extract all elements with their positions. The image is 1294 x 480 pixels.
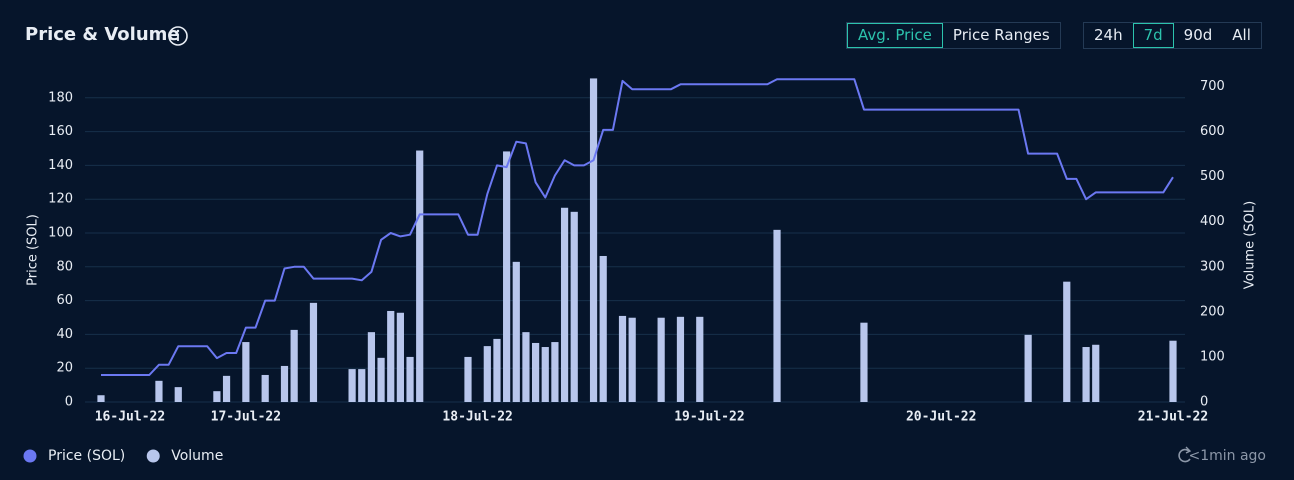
volume-bar <box>531 342 540 402</box>
volume-bar <box>1082 347 1090 402</box>
legend-label: Volume <box>171 448 223 464</box>
x-tick-label: 20-Jul-22 <box>906 410 976 425</box>
volume-bar <box>1024 334 1032 402</box>
volume-bar <box>416 150 424 402</box>
volume-bar <box>309 302 318 402</box>
x-tick-label: 21-Jul-22 <box>1138 410 1208 425</box>
volume-bar <box>676 316 685 402</box>
volume-bar <box>406 356 414 402</box>
toggle-button[interactable]: Avg. Price <box>847 23 943 48</box>
volume-bar <box>599 255 607 402</box>
updated-label: <1min ago <box>1188 448 1266 464</box>
volume-bar <box>628 317 636 402</box>
legend-marker <box>23 449 37 463</box>
y-tick-label: 40 <box>56 327 73 342</box>
toggle-button[interactable]: 24h <box>1094 26 1123 44</box>
y-axis-title: Price (SOL) <box>26 214 41 286</box>
y-tick-label: 140 <box>48 158 73 173</box>
y2-tick-label: 300 <box>1200 259 1225 274</box>
volume-bar <box>261 374 269 402</box>
y-tick-label: 0 <box>65 395 73 410</box>
volume-bar <box>155 380 163 402</box>
y-tick-label: 100 <box>48 226 73 241</box>
y2-tick-label: 600 <box>1200 124 1225 139</box>
volume-bar <box>503 151 511 402</box>
toggle-button[interactable]: Price Ranges <box>952 26 1050 44</box>
volume-bar <box>174 387 182 402</box>
y-tick-label: 80 <box>56 259 73 274</box>
y-tick-label: 120 <box>48 192 73 207</box>
volume-bar <box>280 365 289 402</box>
x-tick-label: 19-Jul-22 <box>674 410 744 425</box>
volume-bar <box>657 317 665 402</box>
volume-bar <box>396 312 404 402</box>
range-toggle: 24h 7d 90d All <box>1083 22 1262 49</box>
volume-bar <box>464 356 472 402</box>
volume-bar <box>358 369 366 402</box>
x-tick-label: 16-Jul-22 <box>95 410 165 425</box>
volume-bar <box>1063 281 1071 402</box>
volume-bar <box>1092 344 1100 402</box>
volume-bar <box>560 207 569 402</box>
y2-tick-label: 200 <box>1200 304 1225 319</box>
y2-tick-label: 500 <box>1200 169 1225 184</box>
volume-bar <box>512 261 520 402</box>
volume-bar <box>541 347 549 402</box>
volume-bar <box>290 329 298 402</box>
chart-title: Price & Volume <box>25 24 180 45</box>
volume-bar <box>570 211 578 402</box>
volume-bar <box>222 375 231 402</box>
y2-tick-label: 0 <box>1200 395 1208 410</box>
volume-bar <box>493 338 501 402</box>
toggle-button[interactable]: 90d <box>1183 26 1213 44</box>
volume-bar <box>1169 340 1177 402</box>
volume-bar <box>551 342 559 402</box>
volume-bar <box>522 332 530 402</box>
volume-bar <box>367 332 376 402</box>
y-tick-label: 20 <box>56 361 73 376</box>
y2-axis-title: Volume (SOL) <box>1243 201 1258 289</box>
refresh-icon[interactable] <box>1178 446 1192 463</box>
info-icon[interactable] <box>168 26 188 46</box>
volume-bar <box>242 342 250 402</box>
volume-bar <box>696 316 704 402</box>
y2-tick-label: 700 <box>1200 79 1225 94</box>
x-tick-label: 17-Jul-22 <box>211 410 281 425</box>
toggle-button[interactable]: 7d <box>1132 23 1174 48</box>
volume-bar <box>589 78 598 403</box>
y-tick-label: 160 <box>48 124 73 139</box>
x-tick-label: 18-Jul-22 <box>442 410 512 425</box>
volume-bar <box>348 369 356 402</box>
volume-bar <box>213 391 221 402</box>
volume-bar <box>377 357 385 402</box>
volume-bar <box>97 395 105 402</box>
y-tick-label: 60 <box>56 293 73 308</box>
volume-bar <box>618 315 627 402</box>
y-tick-label: 180 <box>48 90 73 105</box>
metric-toggle: Avg. Price Price Ranges <box>846 22 1061 49</box>
y2-tick-label: 100 <box>1200 349 1225 364</box>
toggle-button[interactable]: All <box>1232 26 1251 44</box>
legend-marker <box>146 449 160 463</box>
volume-bar <box>483 346 491 402</box>
volume-bar <box>860 322 868 402</box>
price-line <box>101 78 1174 376</box>
volume-bar <box>387 310 395 402</box>
y2-tick-label: 400 <box>1200 214 1225 229</box>
volume-bar <box>773 229 781 402</box>
legend-label: Price (SOL) <box>48 448 125 464</box>
